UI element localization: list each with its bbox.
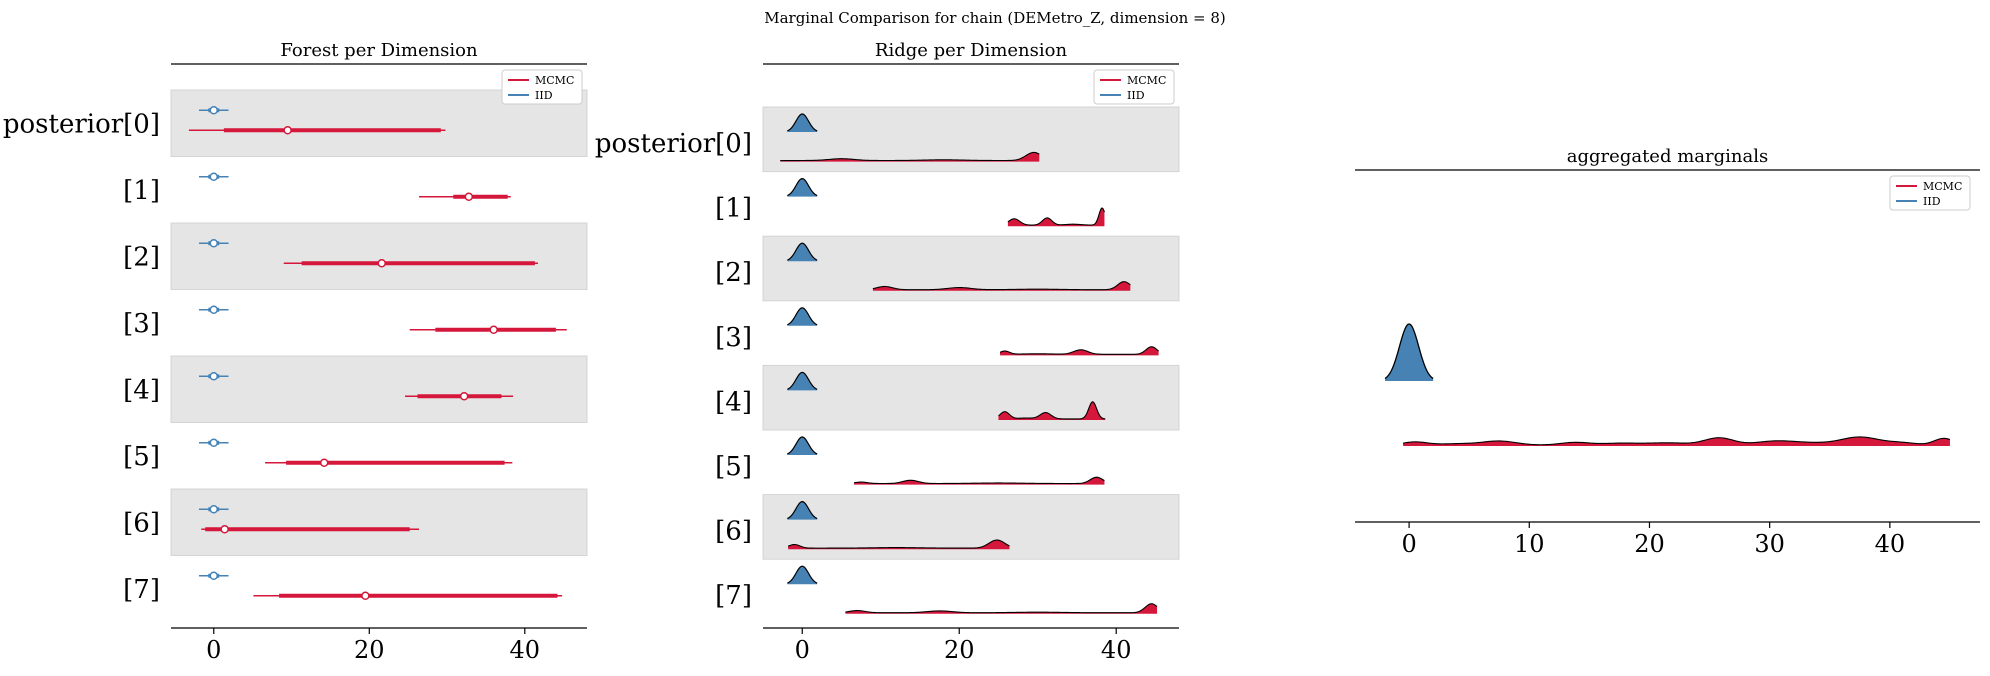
forest-legend-label-mcmc: MCMC — [535, 74, 574, 87]
ridge-iid-density — [787, 501, 818, 520]
ridge-row-label: [4] — [715, 387, 752, 417]
agg-legend-label-mcmc: MCMC — [1923, 180, 1962, 193]
forest-iid-median — [209, 305, 219, 314]
forest-iid-median — [209, 106, 219, 115]
aggregated-panel: aggregated marginals 0 10 20 30 40 MCMC IID — [1355, 146, 1980, 558]
ridge-mcmc-density — [998, 401, 1106, 420]
ridge-mcmc-outline — [998, 401, 1106, 420]
ridge-mcmc-outline — [853, 476, 1105, 485]
ridge-legend-label-iid: IID — [1127, 89, 1145, 102]
forest-iid-median — [209, 438, 219, 447]
agg-x-tick-label: 0 — [1401, 530, 1416, 558]
ridge-row-label: [6] — [715, 517, 752, 547]
forest-x-tick-label: 20 — [354, 636, 385, 664]
ridge-x-tick-label: 0 — [795, 636, 810, 664]
agg-x-tick-label: 30 — [1754, 530, 1785, 558]
forest-mcmc-median — [361, 591, 370, 600]
ridge-iid-outline — [787, 436, 818, 455]
forest-row-label: [2] — [123, 242, 160, 272]
forest-row-label: [4] — [123, 375, 160, 405]
forest-x-tick-label: 40 — [510, 636, 541, 664]
ridge-row-band — [762, 235, 1180, 302]
ridge-iid-density — [787, 437, 818, 455]
ridge-iid-density — [787, 372, 818, 391]
forest-panel: Forest per Dimension posterior[0] [1] [2] [3… — [3, 40, 588, 664]
ridge-iid-density — [787, 178, 818, 197]
forest-row-band — [170, 355, 588, 423]
agg-x-tick-label: 20 — [1634, 530, 1665, 558]
ridge-row-label: [1] — [715, 194, 752, 224]
forest-mcmc-median — [377, 259, 386, 268]
forest-legend-label-iid: IID — [535, 89, 553, 102]
ridge-iid-outline — [787, 371, 818, 390]
forest-row-band — [170, 488, 588, 556]
ridge-row-label: [3] — [715, 323, 752, 353]
ridge-mcmc-density — [1000, 346, 1159, 356]
figure-suptitle: Marginal Comparison for chain (DEMetro_Z… — [764, 9, 1226, 27]
forest-row-label: [7] — [123, 575, 160, 605]
ridge-row-label: [2] — [715, 258, 752, 288]
agg-mcmc-density — [1403, 436, 1950, 446]
ridge-title: Ridge per Dimension — [875, 40, 1068, 61]
ridge-mcmc-outline — [872, 281, 1131, 291]
forest-mcmc-median — [319, 458, 329, 467]
forest-row-label: posterior[0] — [3, 109, 160, 139]
forest-mcmc-median — [489, 325, 498, 334]
forest-iid-median — [209, 571, 219, 580]
ridge-mcmc-outline — [1007, 207, 1105, 226]
ridge-row-band — [762, 106, 1180, 173]
forest-row-label: [1] — [123, 176, 160, 206]
agg-title: aggregated marginals — [1567, 146, 1768, 167]
ridge-x-tick-label: 20 — [944, 636, 975, 664]
forest-iid-median — [209, 505, 219, 514]
forest-row-label: [3] — [123, 309, 160, 339]
agg-legend-label-iid: IID — [1923, 195, 1941, 208]
agg-x-tick-label: 40 — [1875, 530, 1906, 558]
ridge-iid-density — [787, 307, 818, 326]
ridge-iid-outline — [787, 242, 818, 261]
ridge-legend-label-mcmc: MCMC — [1127, 74, 1166, 87]
ridge-iid-density — [787, 114, 818, 132]
ridge-row-label: posterior[0] — [595, 129, 752, 159]
ridge-iid-outline — [787, 565, 818, 584]
ridge-mcmc-outline — [999, 346, 1159, 355]
ridge-iid-outline — [787, 177, 818, 197]
ridge-legend: MCMC IID — [1093, 69, 1175, 105]
forest-iid-median — [209, 239, 219, 248]
ridge-x-tick-label: 40 — [1101, 636, 1132, 664]
forest-row-label: [5] — [123, 442, 160, 472]
forest-mcmc-median — [283, 126, 292, 135]
agg-mcmc-outline — [1402, 436, 1951, 446]
agg-x-tick-label: 10 — [1514, 530, 1545, 558]
ridge-iid-density — [787, 566, 818, 585]
forest-legend: MCMC IID — [501, 69, 583, 105]
ridge-row-label: [5] — [715, 452, 752, 482]
ridge-mcmc-outline — [787, 539, 1010, 549]
ridge-mcmc-density — [854, 477, 1105, 485]
ridge-row-band — [762, 494, 1180, 560]
forest-mcmc-median — [464, 192, 474, 201]
ridge-panel: Ridge per Dimension posterior[0] [1] [2] [3]… — [595, 40, 1180, 664]
ridge-mcmc-outline — [845, 603, 1158, 614]
forest-mcmc-median — [459, 392, 469, 401]
forest-x-tick-label: 0 — [206, 636, 221, 664]
ridge-row-label: [7] — [715, 581, 752, 611]
forest-title: Forest per Dimension — [280, 40, 478, 61]
ridge-mcmc-outline — [780, 151, 1040, 162]
forest-iid-median — [209, 172, 219, 181]
agg-legend: MCMC IID — [1889, 175, 1971, 211]
forest-row-band — [170, 222, 588, 290]
ridge-iid-outline — [787, 113, 818, 132]
forest-row-label: [6] — [123, 508, 160, 538]
forest-mcmc-median — [220, 525, 229, 534]
ridge-iid-density — [787, 243, 818, 262]
agg-iid-density — [1385, 324, 1434, 381]
ridge-iid-outline — [787, 500, 818, 520]
ridge-row-band — [762, 364, 1180, 431]
ridge-iid-outline — [787, 307, 818, 326]
forest-iid-median — [209, 372, 219, 381]
agg-iid-outline — [1384, 323, 1434, 380]
